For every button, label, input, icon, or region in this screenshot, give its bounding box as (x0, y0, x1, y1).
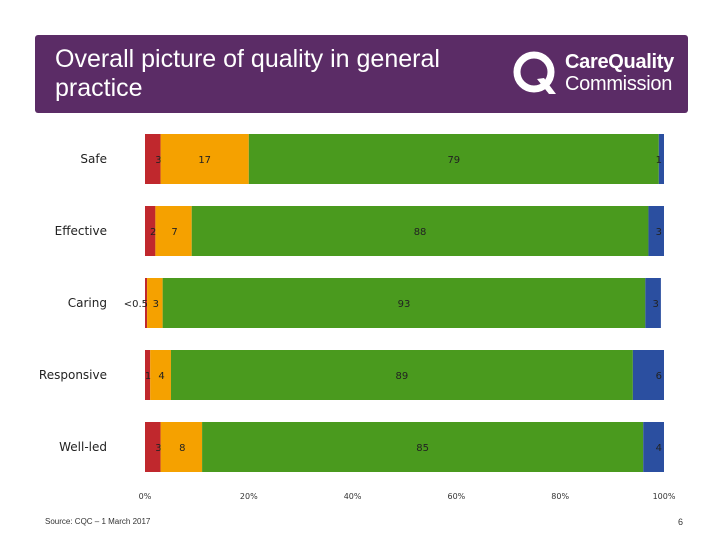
category-label-1: Effective (55, 224, 107, 238)
data-label-inadequate-2: <0.5 (124, 299, 148, 310)
data-label-good-3: 89 (396, 371, 409, 382)
bar-inadequate-0 (145, 134, 161, 184)
category-label-3: Responsive (39, 368, 107, 382)
x-tick-label-4: 80% (551, 492, 569, 501)
data-label-inadequate-0: 3 (155, 155, 161, 166)
data-label-outstanding-0: 1 (656, 155, 662, 166)
data-label-outstanding-3: 6 (656, 371, 662, 382)
data-label-inadequate-1: 2 (150, 227, 156, 238)
cqc-q-icon (513, 51, 556, 94)
bar-inadequate-1 (145, 206, 156, 256)
bar-good-0 (248, 134, 659, 184)
logo-text-line2: Commission (565, 73, 673, 95)
x-tick-label-0: 0% (139, 492, 152, 501)
page-title: Overall picture of quality in general pr… (55, 45, 440, 102)
category-label-2: Caring (68, 296, 107, 310)
cqc-logo: CareQuality Commission (511, 49, 681, 99)
bar-requires_improvement-2 (147, 278, 163, 328)
data-label-requires_improvement-0: 17 (198, 155, 211, 166)
x-tick-label-5: 100% (653, 492, 676, 501)
data-label-good-2: 93 (398, 299, 411, 310)
title-banner: Overall picture of quality in general pr… (35, 35, 688, 113)
source-note: Source: CQC – 1 March 2017 (45, 517, 151, 526)
bar-good-3 (170, 350, 633, 400)
page-number: 6 (678, 517, 684, 527)
bar-good-4 (202, 422, 644, 472)
data-label-requires_improvement-4: 8 (179, 443, 185, 454)
bar-inadequate-2 (145, 278, 148, 328)
bar-good-1 (191, 206, 649, 256)
bar-requires_improvement-4 (160, 422, 203, 472)
data-label-requires_improvement-3: 4 (158, 371, 164, 382)
data-label-good-0: 79 (447, 155, 460, 166)
category-label-4: Well-led (59, 440, 107, 454)
bar-inadequate-3 (145, 350, 151, 400)
bar-outstanding-3 (632, 350, 664, 400)
bar-outstanding-4 (643, 422, 664, 472)
logo-text-line1: CareQuality (565, 51, 674, 73)
bar-requires_improvement-0 (160, 134, 249, 184)
x-tick-label-1: 20% (240, 492, 258, 501)
data-label-inadequate-4: 3 (155, 443, 161, 454)
data-label-good-1: 88 (414, 227, 427, 238)
bar-inadequate-4 (145, 422, 161, 472)
data-label-requires_improvement-1: 7 (171, 227, 177, 238)
data-label-inadequate-3: 1 (145, 371, 151, 382)
bar-outstanding-1 (648, 206, 664, 256)
bar-outstanding-2 (645, 278, 661, 328)
category-label-0: Safe (80, 152, 107, 166)
bar-outstanding-0 (658, 134, 664, 184)
data-label-outstanding-4: 4 (656, 443, 662, 454)
bar-requires_improvement-1 (155, 206, 192, 256)
data-label-requires_improvement-2: 3 (153, 299, 159, 310)
x-tick-label-3: 60% (448, 492, 466, 501)
data-label-outstanding-2: 3 (653, 299, 659, 310)
data-label-good-4: 85 (416, 443, 429, 454)
bar-good-2 (162, 278, 646, 328)
data-label-outstanding-1: 3 (656, 227, 662, 238)
x-tick-label-2: 40% (344, 492, 362, 501)
bar-requires_improvement-3 (150, 350, 171, 400)
